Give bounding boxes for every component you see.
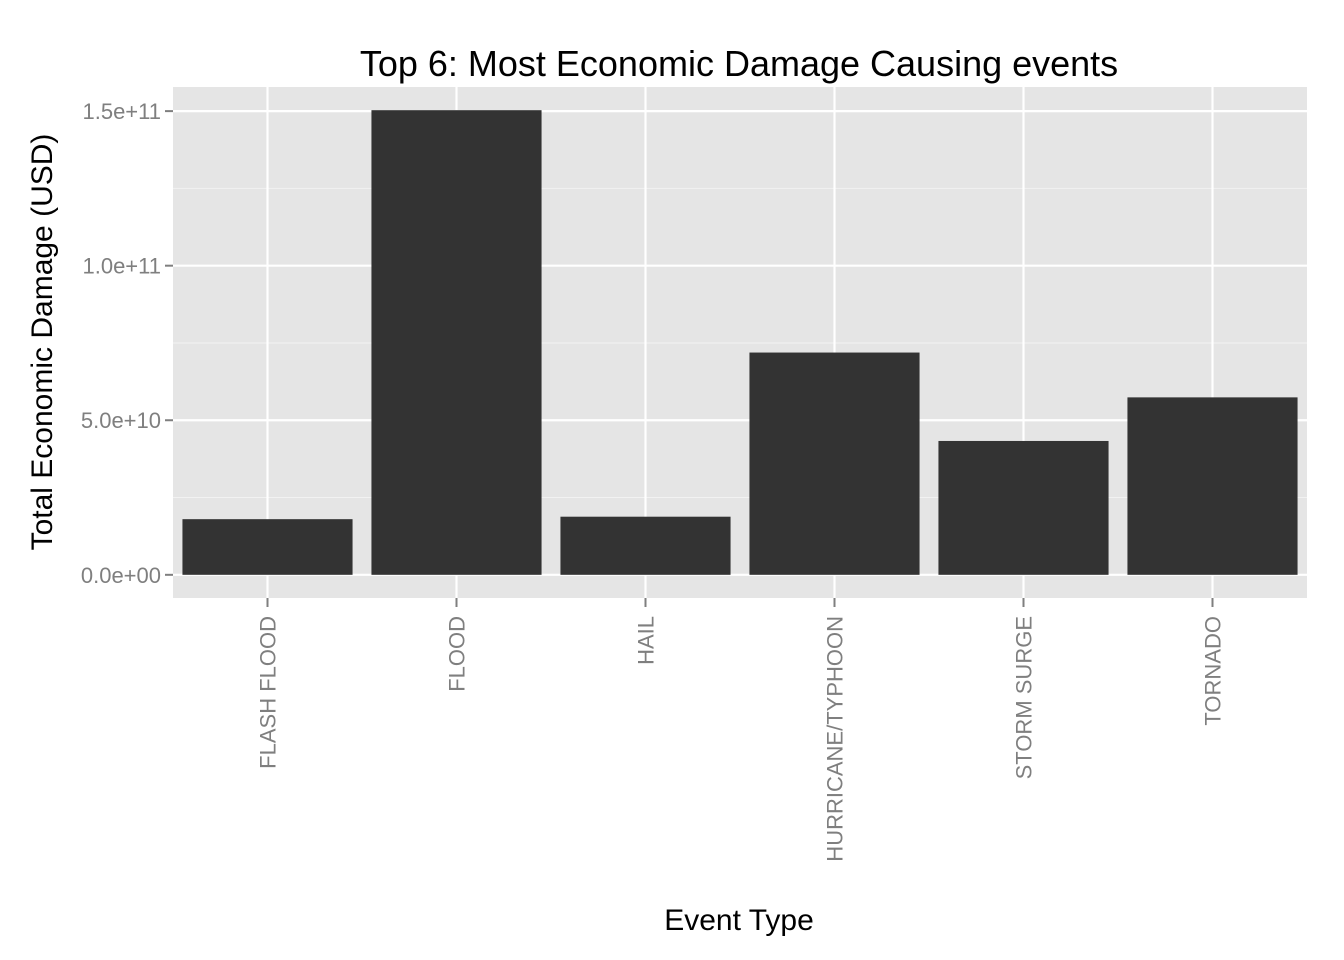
x-tick-label: HURRICANE/TYPHOON (823, 616, 848, 862)
x-tick-label: FLASH FLOOD (256, 616, 281, 769)
x-tick-label: HAIL (634, 616, 659, 665)
y-tick-label: 0.0e+00 (81, 563, 161, 588)
y-tick-label: 1.5e+11 (82, 99, 161, 124)
x-tick-label: TORNADO (1201, 616, 1226, 726)
x-tick-label: STORM SURGE (1012, 616, 1037, 779)
bar (371, 110, 542, 575)
x-tick-label: FLOOD (445, 616, 470, 692)
minor-gridlines (173, 187, 1307, 499)
y-tick-label: 1.0e+11 (82, 254, 161, 279)
bar (938, 440, 1109, 575)
y-tick-label: 5.0e+10 (81, 408, 161, 433)
bar (1127, 397, 1298, 575)
bar (749, 352, 920, 575)
x-axis: FLASH FLOOD FLOOD HAIL HURRICANE/TYPHOON STO… (256, 598, 1226, 862)
x-axis-title: Event Type (664, 904, 814, 937)
bars (182, 110, 1298, 575)
bar (560, 516, 731, 575)
bar (182, 519, 353, 575)
y-axis-title: Total Economic Damage (USD) (26, 134, 59, 551)
y-axis: 0.0e+00 5.0e+10 1.0e+11 1.5e+11 (81, 99, 173, 588)
chart-title: Top 6: Most Economic Damage Causing even… (360, 43, 1118, 84)
